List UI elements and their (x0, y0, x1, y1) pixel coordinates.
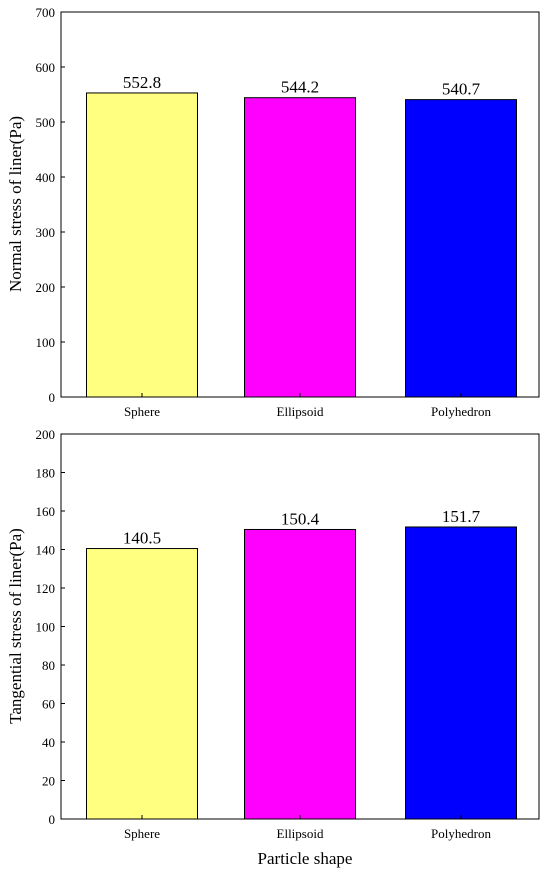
bars-bottom: 140.5 Sphere 150.4 Ellipsoid 151.7 Polyhedron (86, 507, 517, 841)
y-tick-label: 40 (42, 735, 55, 750)
x-axis-label-bottom: Particle shape (258, 849, 353, 868)
y-tick-label: 100 (36, 335, 56, 350)
y-tick-label: 100 (36, 620, 56, 635)
data-label-ellipsoid: 544.2 (281, 78, 319, 97)
x-tick-label-ellipsoid: Ellipsoid (277, 404, 324, 419)
data-label-sphere: 140.5 (123, 529, 161, 548)
y-tick-label: 0 (49, 812, 56, 827)
y-tick-label: 700 (36, 5, 56, 20)
data-label-ellipsoid: 150.4 (281, 509, 320, 528)
y-tick-label: 200 (36, 280, 56, 295)
x-tick-label-sphere: Sphere (124, 826, 160, 841)
y-tick-label: 300 (36, 225, 56, 240)
data-label-polyhedron: 540.7 (442, 80, 481, 99)
y-axis-ticks-bottom: 0 20 40 60 80 100 120 140 160 180 200 (36, 427, 65, 827)
bar-sphere (86, 548, 198, 820)
y-tick-label: 0 (49, 390, 56, 405)
y-tick-label: 160 (36, 504, 56, 519)
chart-top: 0 100 200 300 400 500 600 700 552.8 Sphere 544.2 E… (6, 5, 540, 419)
y-tick-label: 180 (36, 466, 56, 481)
bar-polyhedron (405, 99, 517, 398)
data-label-sphere: 552.8 (123, 73, 161, 92)
y-tick-label: 140 (36, 543, 56, 558)
bars-top: 552.8 Sphere 544.2 Ellipsoid 540.7 Polyhedron (86, 73, 517, 419)
data-label-polyhedron: 151.7 (442, 507, 481, 526)
x-tick-label-ellipsoid: Ellipsoid (277, 826, 324, 841)
y-axis-label-bottom: Tangential stress of liner(Pa) (6, 528, 25, 724)
y-tick-label: 500 (36, 115, 56, 130)
y-axis-ticks-top: 0 100 200 300 400 500 600 700 (36, 5, 65, 405)
y-tick-label: 120 (36, 581, 56, 596)
x-tick-label-polyhedron: Polyhedron (431, 826, 491, 841)
bar-sphere (86, 92, 198, 398)
y-axis-label-top: Normal stress of liner(Pa) (6, 116, 25, 292)
x-tick-label-polyhedron: Polyhedron (431, 404, 491, 419)
y-tick-label: 400 (36, 170, 56, 185)
y-tick-label: 80 (42, 658, 55, 673)
x-tick-label-sphere: Sphere (124, 404, 160, 419)
y-tick-label: 60 (42, 697, 55, 712)
bar-polyhedron (405, 526, 517, 820)
y-tick-label: 600 (36, 60, 56, 75)
bar-ellipsoid (244, 528, 356, 820)
bar-ellipsoid (244, 97, 356, 398)
y-tick-label: 200 (36, 427, 56, 442)
y-tick-label: 20 (42, 774, 55, 789)
